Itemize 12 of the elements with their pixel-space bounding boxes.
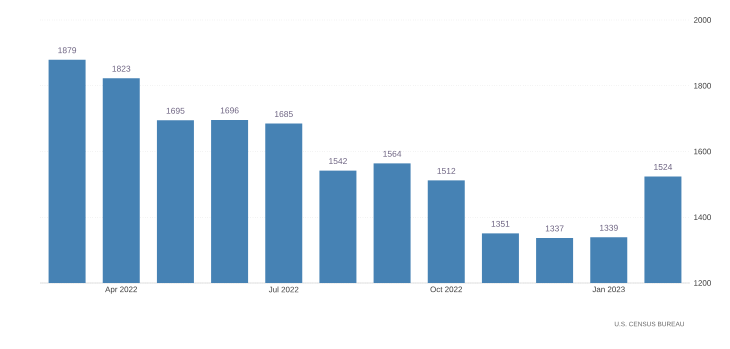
data-label: 1337 — [546, 225, 564, 232]
data-label: 1542 — [329, 158, 347, 164]
data-label: 1695 — [166, 108, 184, 114]
data-label: 1696 — [220, 107, 239, 114]
data-label: 1512 — [437, 168, 456, 174]
data-label: 1564 — [383, 150, 402, 157]
data-label: 1685 — [274, 111, 293, 118]
data-label: 1351 — [492, 220, 510, 227]
data-label: 1339 — [600, 224, 618, 231]
data-label: 1879 — [58, 47, 76, 54]
data-label: 1823 — [112, 66, 130, 72]
data-label: 1524 — [654, 164, 672, 170]
